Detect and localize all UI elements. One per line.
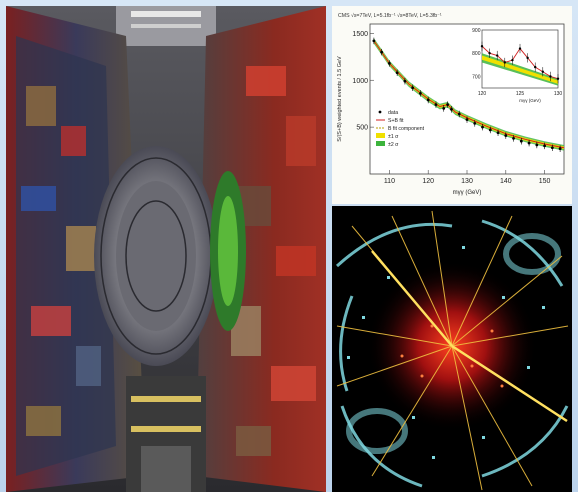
data-point — [426, 98, 430, 102]
legend-entry: ±2 σ — [388, 142, 399, 148]
cms-detector-photo — [6, 6, 326, 492]
data-point — [496, 131, 500, 135]
data-point — [434, 103, 438, 107]
data-point — [372, 39, 376, 43]
data-point — [550, 146, 554, 150]
data-point — [512, 136, 515, 140]
inset-x-axis-label: mγγ (GeV) — [519, 98, 541, 103]
inset-data-point — [503, 61, 506, 64]
data-point — [519, 139, 523, 143]
y-tick-label: 500 — [356, 125, 368, 132]
data-point — [403, 79, 407, 83]
x-tick-label: 110 — [384, 178, 395, 185]
inset-band-1-sigma — [482, 55, 558, 84]
x-tick-label: 150 — [539, 178, 551, 185]
chart-svg: CMS √s=7TeV, L=5.1fb⁻¹ √s=8TeV, L=5.3fb⁻… — [337, 12, 565, 196]
inset-y-tick-label: 900 — [472, 28, 481, 34]
collision-event-display — [332, 206, 572, 492]
data-point — [558, 147, 562, 151]
legend-swatch-2sigma — [376, 141, 385, 146]
legend-entry: B fit component — [388, 126, 425, 132]
data-point — [504, 134, 508, 137]
x-tick-label: 130 — [461, 178, 473, 185]
data-point — [446, 103, 449, 107]
inset-x-tick-label: 120 — [478, 91, 487, 97]
legend-swatch-1sigma — [376, 133, 385, 138]
inset-y-tick-label: 800 — [472, 51, 481, 57]
detector-illustration — [6, 6, 326, 492]
inset-data-point — [518, 47, 522, 50]
data-point — [450, 107, 453, 111]
x-tick-label: 120 — [422, 178, 434, 185]
inset-data-point — [549, 75, 552, 78]
inset-data-point — [541, 70, 544, 73]
legend-entry: data — [388, 110, 398, 116]
y-tick-label: 1500 — [352, 31, 368, 38]
inset-x-tick-label: 130 — [554, 91, 563, 97]
data-point — [419, 91, 422, 95]
data-point — [473, 121, 477, 125]
chart-title: CMS √s=7TeV, L=5.1fb⁻¹ √s=8TeV, L=5.3fb⁻… — [338, 12, 442, 19]
data-point — [457, 112, 461, 116]
y-tick-label: 1000 — [352, 78, 368, 85]
event-illustration — [332, 206, 572, 492]
inset-x-tick-label: 125 — [516, 91, 525, 97]
inset-data-point — [556, 77, 560, 80]
y-axis-label: S/(S+B) weighted events / 1.5 GeV — [337, 56, 343, 142]
legend-entry: ±1 σ — [388, 134, 399, 140]
data-point — [527, 141, 531, 145]
data-point — [411, 86, 415, 90]
data-point — [543, 144, 546, 148]
data-point — [380, 50, 384, 54]
x-tick-label: 140 — [500, 178, 512, 185]
data-point — [465, 118, 469, 122]
inset-data-point — [480, 45, 484, 48]
data-point — [442, 106, 446, 110]
data-point — [535, 143, 539, 147]
legend-entry: S+B fit — [388, 118, 404, 124]
data-point — [395, 71, 399, 75]
legend-swatch-data — [378, 110, 382, 114]
x-axis-label: mγγ (GeV) — [453, 190, 482, 196]
inset-y-tick-label: 700 — [472, 74, 481, 80]
inset-data-point — [526, 56, 529, 60]
fit-line — [373, 40, 565, 149]
data-point — [488, 128, 492, 132]
inset-data-point — [496, 54, 499, 57]
inset-data-point — [488, 52, 491, 55]
data-point — [481, 125, 484, 129]
diphoton-mass-chart: CMS √s=7TeV, L=5.1fb⁻¹ √s=8TeV, L=5.3fb⁻… — [332, 6, 572, 204]
data-point — [388, 61, 391, 65]
inset-data-point — [511, 58, 514, 62]
inset-data-point — [534, 65, 537, 69]
